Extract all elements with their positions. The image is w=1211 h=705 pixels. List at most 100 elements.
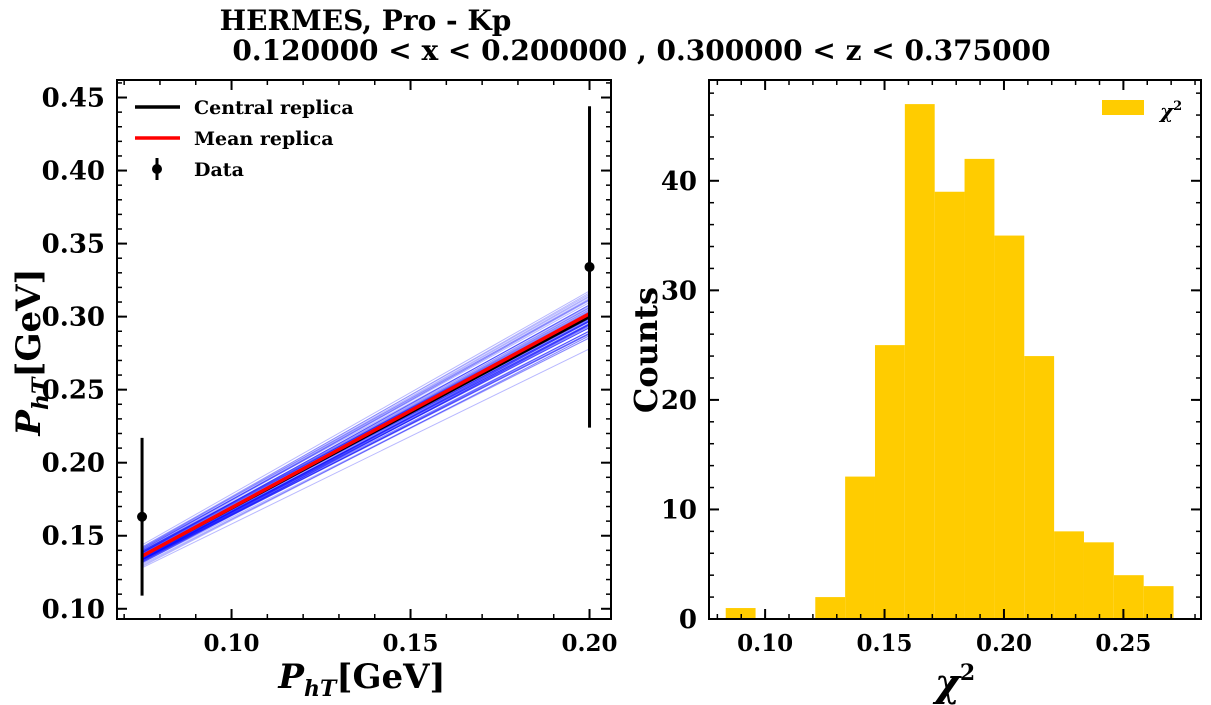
replica-line: [141, 310, 590, 553]
replica-line: [141, 323, 590, 560]
replica-line: [141, 327, 590, 560]
replica-line: [141, 333, 590, 562]
replica-line: [141, 323, 590, 559]
replica-line: [141, 337, 590, 563]
right-x-tick-label: 0.20: [976, 630, 1032, 657]
replica-line: [141, 300, 590, 551]
replica-line: [141, 304, 590, 554]
replica-line: [141, 323, 590, 558]
left-y-tick-label: 0.10: [42, 595, 105, 625]
replica-line: [141, 335, 590, 567]
replica-line: [141, 320, 590, 561]
replica-line: [141, 324, 590, 563]
right-x-axis-label: χ2: [932, 660, 975, 705]
replica-line: [141, 327, 590, 560]
histogram-bar: [1113, 575, 1144, 619]
replica-line: [141, 332, 590, 561]
left-y-tick-label: 0.30: [42, 303, 105, 333]
replica-line: [141, 290, 590, 546]
replica-line: [141, 319, 590, 561]
histogram-bar: [994, 235, 1025, 619]
replica-line: [141, 299, 590, 548]
legend-label-central-replica: Central replica: [194, 97, 354, 119]
left-y-tick-label: 0.40: [42, 157, 105, 187]
legend-swatch-data-marker: [152, 164, 162, 174]
replica-line: [141, 299, 590, 552]
right-x-tick-label: 0.15: [857, 630, 913, 657]
right-y-tick-label: 40: [661, 167, 697, 197]
replica-line: [141, 321, 590, 561]
histogram-bar: [1054, 531, 1084, 619]
right-x-tick-label: 0.25: [1095, 630, 1151, 657]
histogram-bar: [1083, 542, 1114, 619]
replica-line: [141, 332, 590, 561]
replica-line: [141, 348, 590, 569]
histogram-bar: [934, 191, 965, 619]
left-x-tick-label: 0.10: [204, 630, 260, 657]
histogram-bar: [964, 158, 995, 619]
replica-line: [141, 322, 590, 559]
replica-line: [141, 330, 590, 561]
replica-line: [141, 304, 590, 553]
replica-line: [141, 305, 590, 549]
replica-line: [141, 326, 590, 560]
left-plot-frame: [116, 79, 612, 620]
replica-line: [141, 335, 590, 566]
left-x-tick-label: 0.15: [383, 630, 439, 657]
right-y-tick-label: 20: [661, 386, 697, 416]
left-x-tick-label: 0.20: [562, 630, 618, 657]
replica-line: [141, 318, 590, 561]
replica-line: [141, 309, 590, 552]
replica-line: [141, 333, 590, 561]
data-point: [584, 261, 595, 272]
replica-line: [141, 323, 590, 562]
left-y-tick-label: 0.35: [42, 230, 105, 260]
right-y-tick-label: 30: [661, 276, 697, 306]
replica-line: [141, 293, 590, 548]
right-plot-frame: [708, 79, 1202, 620]
left-x-axis-label: PhT[GeV]: [277, 657, 445, 702]
left-y-tick-label: 0.20: [42, 449, 105, 479]
left-y-axis-label: PhT[GeV]: [9, 268, 54, 436]
right-axes: [708, 79, 1202, 620]
replica-line: [141, 325, 590, 559]
data-point: [137, 511, 148, 522]
replica-line: [141, 325, 590, 563]
left-legend: Central replica Mean replica Data: [135, 97, 354, 181]
replica-line: [141, 307, 590, 554]
replica-line: [141, 330, 590, 560]
replica-line: [141, 337, 590, 565]
right-legend: χ2: [1102, 99, 1182, 123]
left-y-tick-label: 0.15: [42, 522, 105, 552]
replica-mean-lines: [141, 312, 591, 558]
histogram-bar: [1143, 586, 1174, 619]
histogram-bar: [725, 608, 756, 619]
replica-line: [141, 311, 590, 554]
histogram-bars: [725, 104, 1174, 619]
replica-line: [141, 310, 590, 554]
histogram-bar: [815, 597, 846, 619]
replica-line: [141, 320, 590, 563]
replica-line: [141, 333, 590, 561]
right-y-tick-label: 10: [661, 495, 697, 525]
left-ticks: 0.10 0.15 0.20 0.10 0.15 0.20 0.25 0.30 0.35 0.40…: [42, 80, 618, 657]
replica-line: [141, 297, 590, 551]
right-x-tick-label: 0.10: [737, 630, 793, 657]
replica-line: [141, 295, 590, 550]
right-y-tick-label: 0: [679, 605, 697, 635]
histogram-bar: [904, 104, 935, 619]
left-y-tick-label: 0.25: [42, 376, 105, 406]
legend-swatch-chi2: [1102, 100, 1144, 115]
replica-line: [141, 304, 590, 553]
replica-line: [141, 324, 590, 564]
replica-line: [141, 320, 590, 560]
replica-line: [141, 306, 590, 552]
figure-title-line-1: HERMES, Pro - Kp: [219, 4, 512, 37]
figure-title-line-2: 0.120000 < x < 0.200000 , 0.300000 < z <…: [232, 34, 1051, 67]
histogram-bar: [874, 345, 905, 619]
replica-line: [141, 301, 590, 550]
legend-label-mean-replica: Mean replica: [194, 128, 334, 150]
